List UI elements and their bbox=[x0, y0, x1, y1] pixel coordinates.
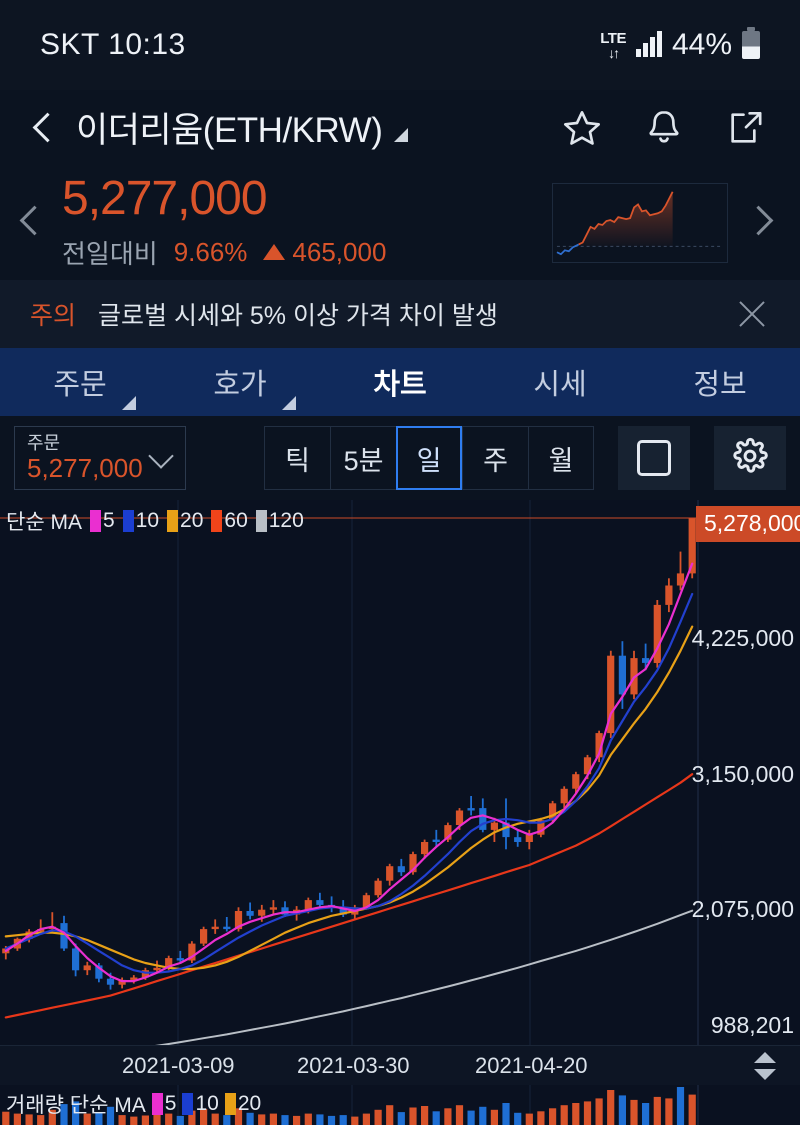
x-tick-2: 2021-03-30 bbox=[297, 1053, 410, 1078]
tab-info[interactable]: 정보 bbox=[640, 348, 800, 416]
data-arrows-icon: ↓↑ bbox=[608, 44, 620, 61]
ma60-label: 60 bbox=[224, 509, 248, 532]
tab-corner-icon bbox=[282, 396, 296, 410]
bell-icon[interactable] bbox=[644, 108, 684, 148]
gear-icon bbox=[731, 437, 769, 480]
title-bar: 이더리움(ETH/KRW) bbox=[0, 90, 800, 165]
tab-corner-icon bbox=[122, 396, 136, 410]
tab-chart[interactable]: 차트 bbox=[320, 348, 480, 416]
triangle-up-icon bbox=[263, 244, 286, 261]
vol-ma20-swatch bbox=[224, 1093, 236, 1115]
warning-text: 글로벌 시세와 5% 이상 가격 차이 발생 bbox=[98, 302, 498, 330]
vol-ma5-label: 5 bbox=[164, 1092, 177, 1115]
current-price: 5,277,000 bbox=[62, 172, 268, 226]
change-label: 전일대비 bbox=[62, 238, 158, 269]
ma5-label: 5 bbox=[102, 509, 115, 532]
triangle-down-icon[interactable] bbox=[394, 127, 409, 142]
candlestick-plot bbox=[0, 500, 800, 1045]
ma10-label: 10 bbox=[135, 509, 160, 532]
share-icon[interactable] bbox=[726, 108, 766, 148]
settings-button[interactable] bbox=[714, 426, 786, 490]
page-title: 이더리움(ETH/KRW) bbox=[76, 111, 383, 150]
status-bar: SKT 10:13 LTE ↓↑ 44% bbox=[0, 0, 800, 90]
tab-info-label: 정보 bbox=[693, 369, 747, 401]
change-amount-wrap: 465,000 bbox=[263, 237, 386, 268]
vol-ma20-label: 20 bbox=[237, 1092, 262, 1115]
interval-5min[interactable]: 5분 bbox=[330, 426, 396, 490]
tab-order-label: 주문 bbox=[53, 369, 107, 401]
ma10-swatch bbox=[122, 510, 134, 532]
signal-bars-icon bbox=[635, 31, 662, 57]
price-block: 5,277,000 전일대비 9.66% 465,000 bbox=[62, 172, 386, 271]
order-price-selector[interactable]: 주문 5,277,000 bbox=[14, 426, 186, 490]
x-tick-1: 2021-03-09 bbox=[122, 1053, 235, 1078]
fullscreen-button[interactable] bbox=[618, 426, 690, 490]
x-axis: 2021-03-09 2021-03-30 2021-04-20 bbox=[0, 1045, 800, 1085]
sparkline-area bbox=[552, 182, 782, 263]
volume-legend: 거래량 단순 MA 5 10 20 bbox=[6, 1089, 261, 1119]
chart-toolbar: 주문 5,277,000 틱 5분 일 주 월 bbox=[0, 416, 800, 500]
ma60-swatch bbox=[211, 510, 223, 532]
close-icon[interactable] bbox=[734, 296, 770, 332]
interval-tick[interactable]: 틱 bbox=[264, 426, 330, 490]
price-chart[interactable]: 단순 MA 5 10 20 60 120 5,278,000 4,225,000… bbox=[0, 500, 800, 1045]
star-icon[interactable] bbox=[562, 108, 602, 148]
interval-week[interactable]: 주 bbox=[462, 426, 528, 490]
ma20-label: 20 bbox=[180, 509, 204, 532]
tab-order[interactable]: 주문 bbox=[0, 348, 160, 416]
order-label: 주문 bbox=[27, 433, 61, 454]
change-block: 전일대비 9.66% 465,000 bbox=[62, 234, 386, 271]
back-button[interactable] bbox=[28, 111, 62, 145]
order-price: 5,277,000 bbox=[27, 452, 143, 483]
rectangle-icon bbox=[637, 440, 671, 476]
warning-tag: 주의 bbox=[30, 302, 77, 330]
main-tabs: 주문 호가 차트 시세 정보 bbox=[0, 348, 800, 416]
vol-ma5-swatch bbox=[151, 1093, 163, 1115]
carrier-and-time: SKT 10:13 bbox=[40, 28, 186, 61]
volume-chart[interactable]: 거래량 단순 MA 5 10 20 bbox=[0, 1085, 800, 1125]
up-down-arrows-icon[interactable] bbox=[750, 1050, 780, 1082]
price-summary: 5,277,000 전일대비 9.66% 465,000 bbox=[0, 165, 800, 280]
battery-icon bbox=[742, 27, 760, 59]
interval-month[interactable]: 월 bbox=[528, 426, 594, 490]
battery-percent: 44% bbox=[671, 28, 732, 61]
lte-label: LTE bbox=[600, 29, 626, 47]
next-market-button[interactable] bbox=[746, 200, 776, 246]
change-amount: 465,000 bbox=[292, 236, 387, 267]
warning-banner: 주의 글로벌 시세와 5% 이상 가격 차이 발생 bbox=[0, 280, 800, 348]
vol-ma10-label: 10 bbox=[195, 1092, 219, 1115]
volume-legend-title: 거래량 단순 MA bbox=[6, 1094, 146, 1117]
interval-day[interactable]: 일 bbox=[396, 426, 462, 490]
ma-legend-title: 단순 MA bbox=[6, 511, 82, 534]
tab-orderbook-label: 호가 bbox=[213, 369, 267, 401]
ma5-swatch bbox=[89, 510, 101, 532]
change-percent: 9.66% bbox=[173, 236, 248, 267]
prev-market-button[interactable] bbox=[18, 200, 48, 246]
volume-plot bbox=[0, 1085, 800, 1125]
interval-group: 틱 5분 일 주 월 bbox=[264, 426, 594, 490]
tab-quote[interactable]: 시세 bbox=[480, 348, 640, 416]
ma120-swatch bbox=[255, 510, 267, 532]
ma120-label: 120 bbox=[268, 509, 304, 532]
tab-chart-label: 차트 bbox=[373, 369, 427, 401]
ma20-swatch bbox=[167, 510, 179, 532]
tab-orderbook[interactable]: 호가 bbox=[160, 348, 320, 416]
ma-legend: 단순 MA 5 10 20 60 120 bbox=[6, 506, 306, 536]
x-tick-3: 2021-04-20 bbox=[475, 1053, 588, 1078]
tab-quote-label: 시세 bbox=[533, 369, 587, 401]
status-indicators: LTE ↓↑ 44% bbox=[600, 27, 760, 62]
chevron-down-icon bbox=[149, 446, 173, 470]
sparkline-chart[interactable] bbox=[552, 182, 728, 263]
lte-icon: LTE ↓↑ bbox=[600, 31, 626, 60]
vol-ma10-swatch bbox=[182, 1093, 194, 1115]
title-actions bbox=[562, 108, 772, 148]
